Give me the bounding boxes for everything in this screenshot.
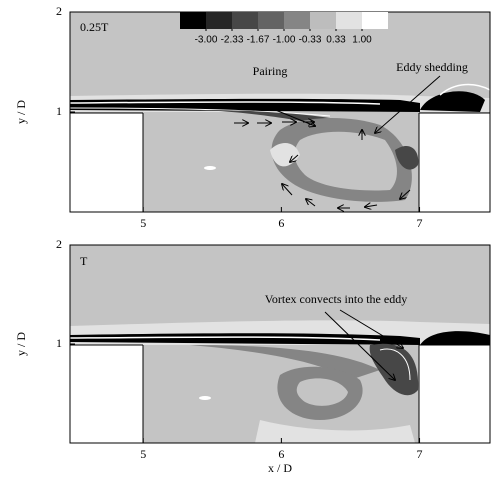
x-tick-label: 7 — [417, 447, 423, 461]
colorbar-tick-label: 0.33 — [326, 35, 346, 46]
annotation: Eddy shedding — [396, 60, 468, 74]
contour-field — [70, 245, 490, 443]
contour-field — [70, 12, 490, 212]
y-tick-label: 1 — [56, 104, 62, 118]
colorbar-swatch — [206, 12, 232, 29]
colorbar-swatch — [258, 12, 284, 29]
x-tick-label: 5 — [140, 216, 146, 230]
colorbar-tick-label: -3.00 — [195, 35, 218, 46]
colorbar-tick-label: -1.67 — [247, 35, 270, 46]
x-tick-label: 6 — [278, 216, 284, 230]
colorbar-swatch — [310, 12, 336, 29]
x-axis-label: x / D — [268, 461, 292, 475]
colorbar: -3.00 -2.33 -1.67 -1.00 -0.33 0.33 1.00 — [180, 12, 388, 46]
colorbar-swatch — [232, 12, 258, 29]
colorbar-tick-label: -1.00 — [273, 35, 296, 46]
y-axis-label: y / D — [14, 100, 28, 124]
x-tick-label: 5 — [140, 447, 146, 461]
colorbar-tick-label: -2.33 — [221, 35, 244, 46]
annotation: Vortex convects into the eddy — [265, 292, 407, 306]
x-tick-label: 7 — [417, 216, 423, 230]
y-axis-label: y / D — [14, 332, 28, 356]
y-tick-label: 1 — [56, 336, 62, 350]
annotation: Pairing — [253, 64, 288, 78]
colorbar-tick-label: -0.33 — [299, 35, 322, 46]
annotation: T — [80, 254, 88, 268]
arrows — [324, 309, 403, 380]
annotation: 0.25T — [80, 20, 109, 34]
y-tick-label: 2 — [56, 237, 62, 251]
colorbar-tick-label: 1.00 — [352, 35, 372, 46]
y-tick-label: 2 — [56, 4, 62, 18]
colorbar-swatch — [180, 12, 206, 29]
colorbar-swatch — [362, 12, 388, 29]
colorbar-swatch — [336, 12, 362, 29]
colorbar-swatch — [284, 12, 310, 29]
arrows — [234, 75, 441, 208]
x-tick-label: 6 — [278, 447, 284, 461]
